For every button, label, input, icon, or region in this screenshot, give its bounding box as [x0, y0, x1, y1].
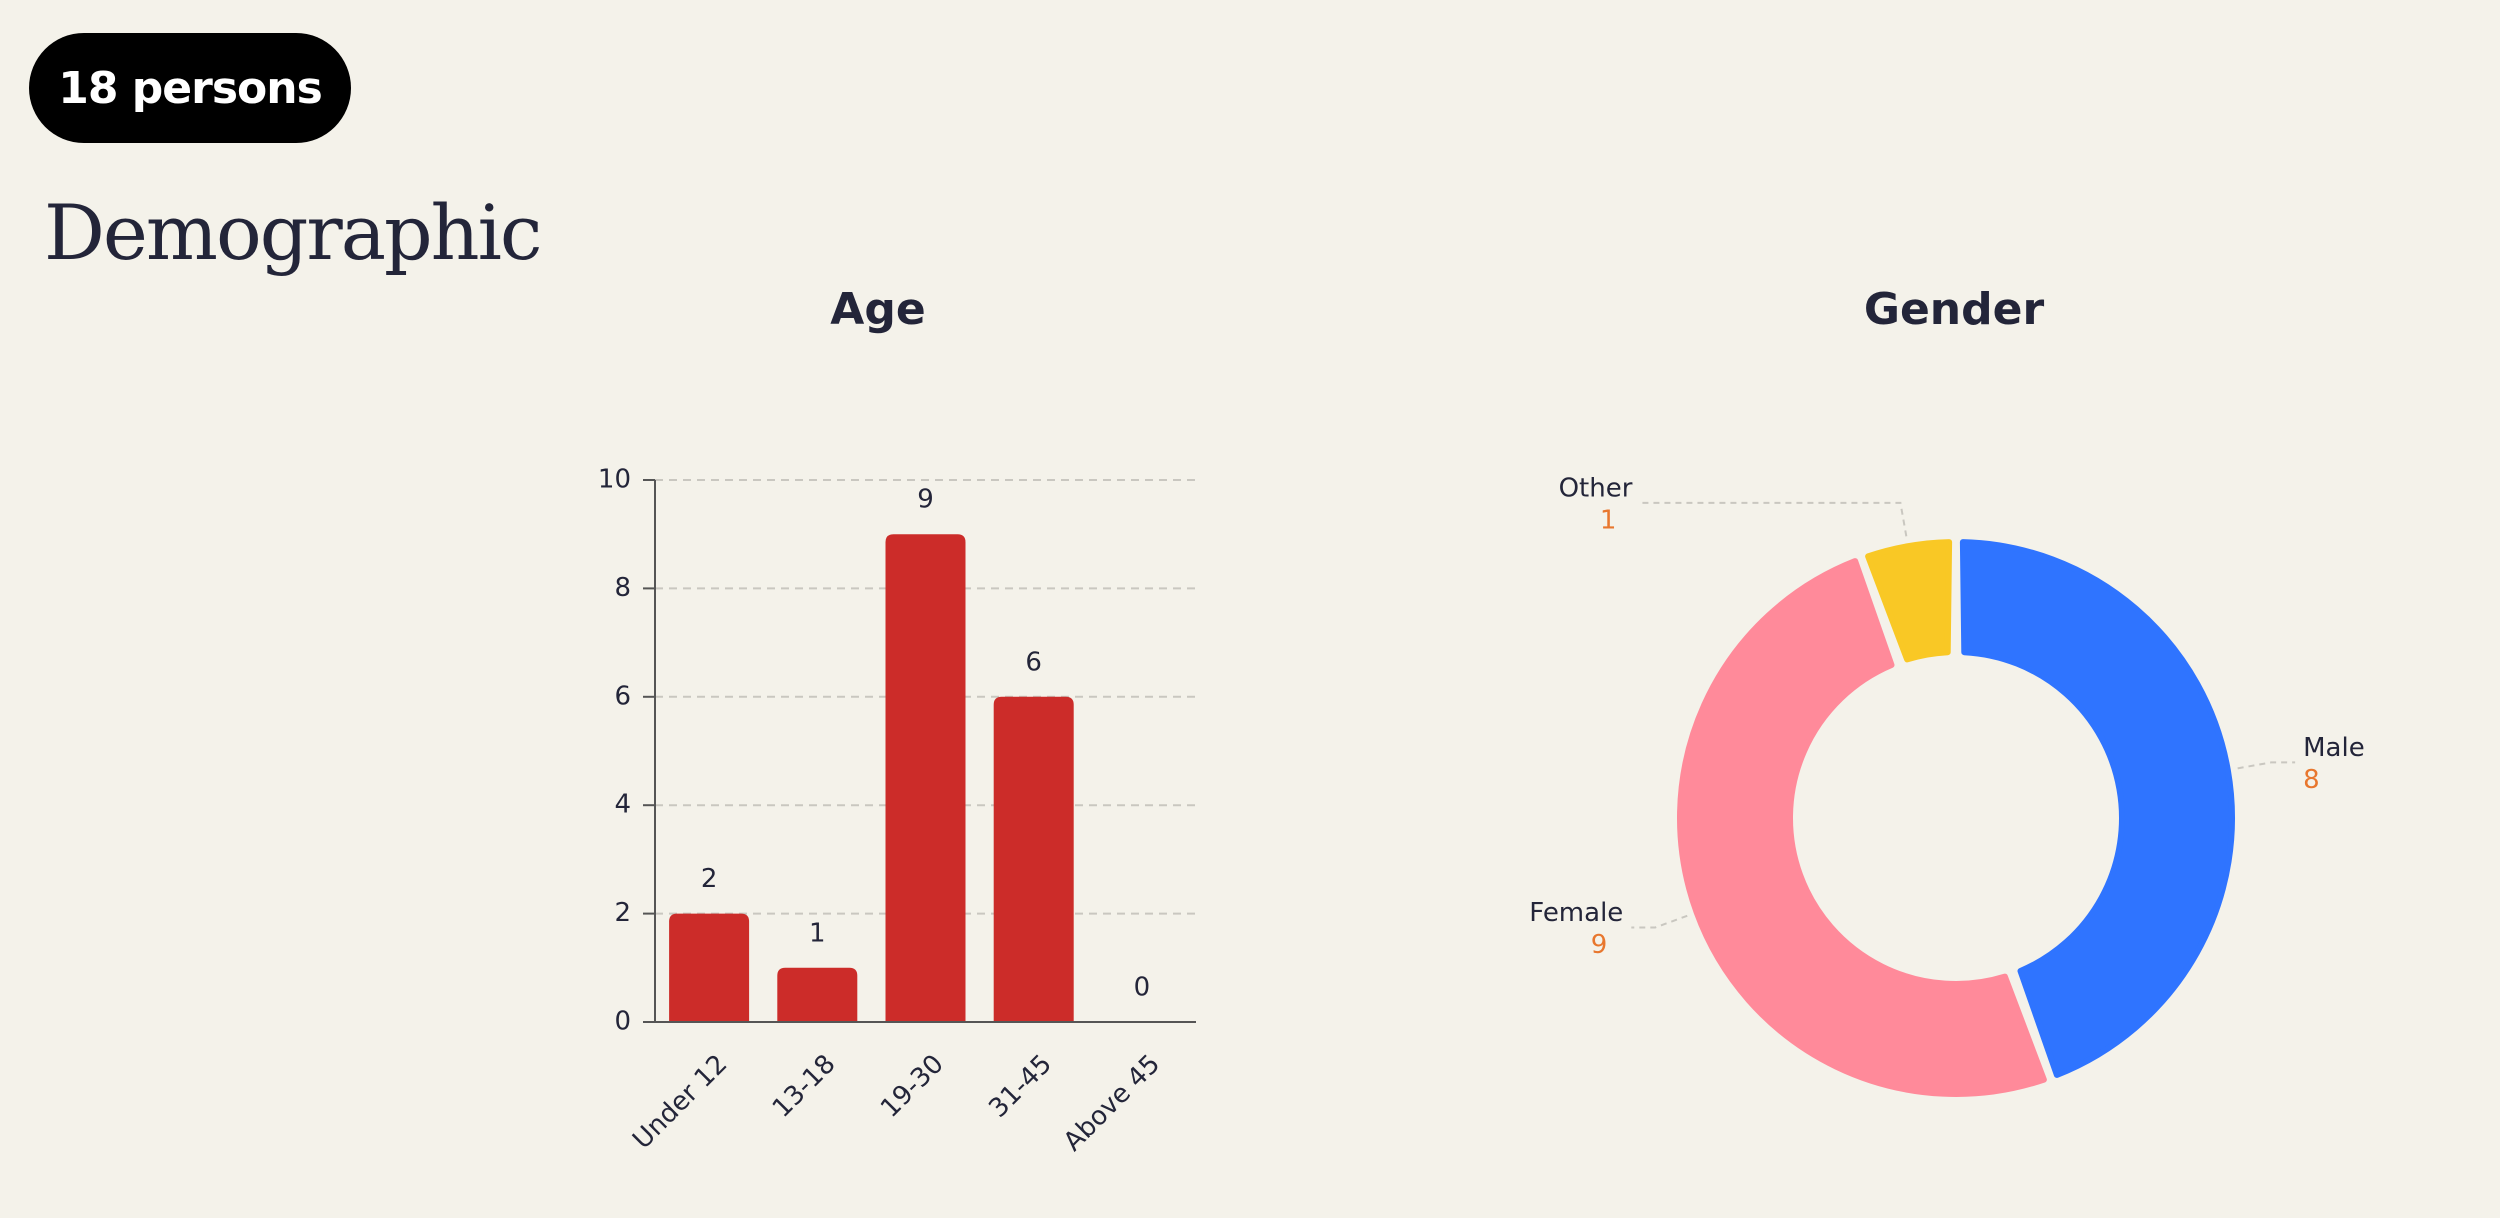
donut-slice [1865, 539, 1953, 663]
y-tick-label: 8 [614, 573, 631, 603]
x-tick-label: Under 12 [627, 1049, 733, 1155]
leader-line [1640, 501, 1908, 537]
bar [885, 534, 966, 1022]
value-label: 0 [1134, 973, 1151, 1003]
x-tick-label: 13-18 [767, 1049, 842, 1124]
value-label: 2 [701, 864, 718, 894]
leader-line [1631, 914, 1688, 929]
legend-label: Female [1529, 898, 1623, 928]
chart-title: Age [830, 284, 925, 335]
y-tick-label: 6 [614, 681, 631, 711]
page-title: Demographic [44, 188, 542, 277]
x-tick-label: 31-45 [983, 1049, 1058, 1124]
y-tick-label: 2 [614, 898, 631, 928]
value-label: 1 [809, 918, 826, 948]
leader-line [2237, 761, 2296, 770]
bar [777, 967, 858, 1022]
y-tick-label: 10 [598, 465, 631, 495]
bar [993, 696, 1074, 1022]
chart-title: Gender [1864, 284, 2045, 335]
value-label: 6 [1025, 647, 1042, 677]
value-label: 9 [1591, 930, 1608, 960]
x-tick-label: Above 45 [1058, 1049, 1166, 1157]
y-tick-label: 4 [614, 790, 631, 820]
y-tick-label: 0 [614, 1007, 631, 1037]
bar [669, 913, 750, 1022]
donut-slice [1959, 539, 2235, 1078]
count-badge: 18 persons [29, 33, 351, 143]
value-label: 1 [1600, 505, 1617, 535]
legend-label: Other [1559, 473, 1633, 503]
legend-label: Male [2303, 733, 2365, 763]
x-tick-label: 19-30 [875, 1049, 950, 1124]
value-label: 8 [2303, 765, 2320, 795]
donut-slice [1677, 558, 2047, 1097]
value-label: 9 [917, 485, 934, 515]
